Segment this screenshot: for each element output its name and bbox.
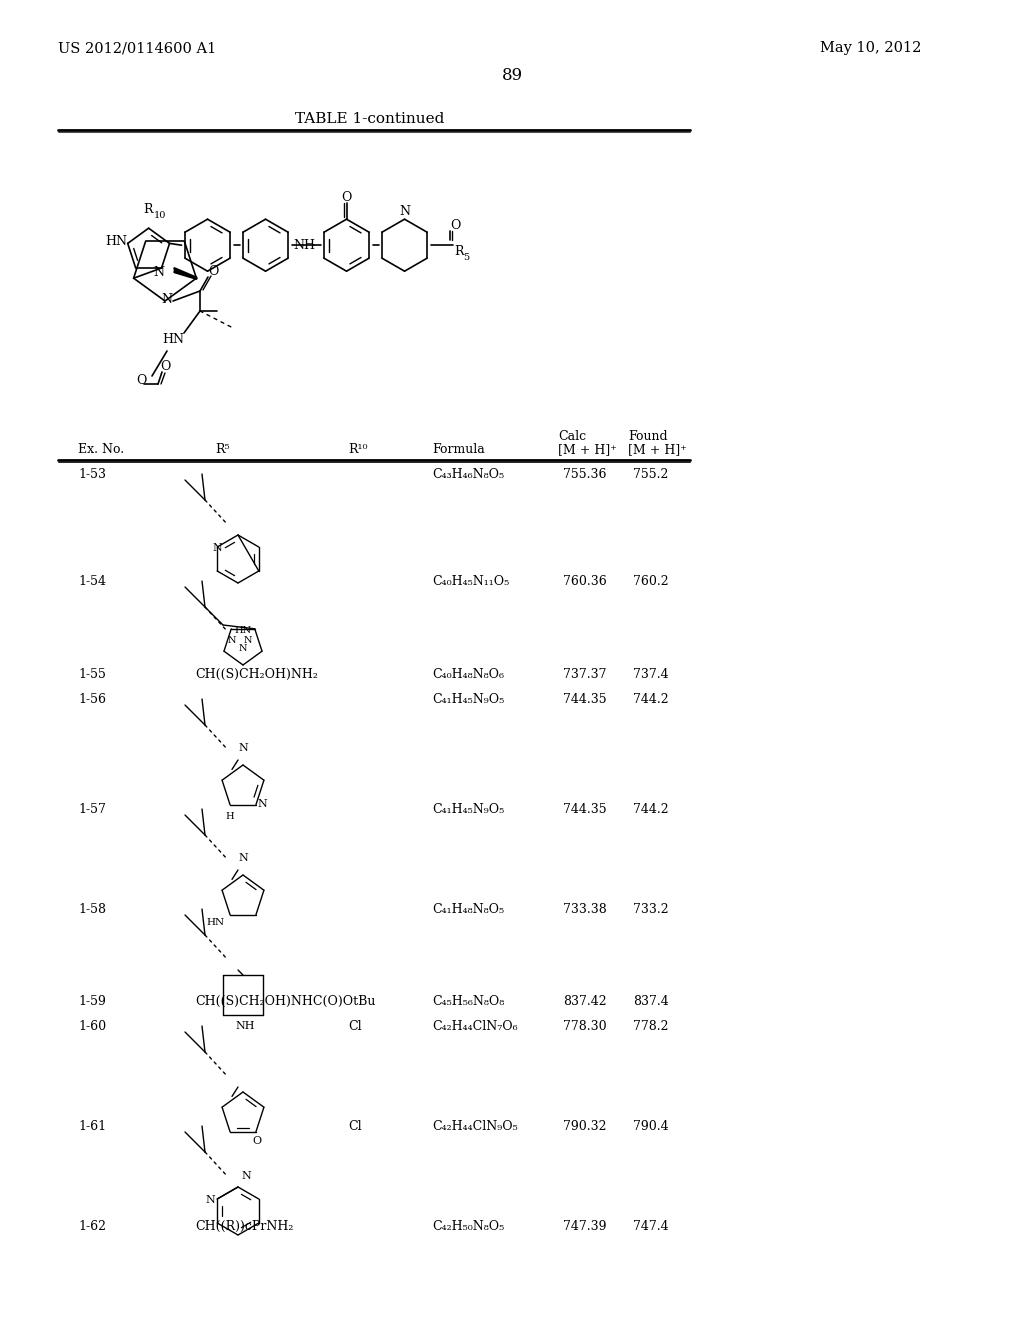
Text: C₄₅H₅₆N₈O₈: C₄₅H₅₆N₈O₈: [432, 995, 504, 1008]
Text: NH: NH: [234, 1020, 255, 1031]
Text: 733.2: 733.2: [633, 903, 669, 916]
Text: HN: HN: [162, 333, 184, 346]
Text: 747.39: 747.39: [563, 1220, 606, 1233]
Text: Ex. No.: Ex. No.: [78, 444, 124, 455]
Text: 1-55: 1-55: [78, 668, 105, 681]
Text: 1-56: 1-56: [78, 693, 106, 706]
Text: N: N: [241, 1171, 251, 1181]
Text: 790.32: 790.32: [563, 1119, 606, 1133]
Text: C₄₀H₄₅N₁₁O₅: C₄₀H₄₅N₁₁O₅: [432, 576, 509, 587]
Text: C₄₁H₄₅N₉O₅: C₄₁H₄₅N₉O₅: [432, 803, 504, 816]
Text: 1-62: 1-62: [78, 1220, 106, 1233]
Text: 10: 10: [154, 211, 166, 220]
Text: HN: HN: [234, 626, 252, 635]
Text: O: O: [451, 219, 461, 232]
Text: 1-60: 1-60: [78, 1020, 106, 1034]
Text: [M + H]⁺: [M + H]⁺: [558, 444, 616, 455]
Text: 760.36: 760.36: [563, 576, 607, 587]
Text: May 10, 2012: May 10, 2012: [820, 41, 922, 55]
Text: 5: 5: [464, 253, 470, 263]
Text: 737.37: 737.37: [563, 668, 606, 681]
Text: N: N: [239, 644, 248, 653]
Text: 790.4: 790.4: [633, 1119, 669, 1133]
Text: C₄₂H₄₄ClN₉O₅: C₄₂H₄₄ClN₉O₅: [432, 1119, 518, 1133]
Text: Calc: Calc: [558, 430, 586, 444]
Text: H: H: [225, 812, 233, 821]
Text: C₄₃H₄₆N₈O₅: C₄₃H₄₆N₈O₅: [432, 469, 504, 480]
Text: O: O: [252, 1135, 261, 1146]
Text: CH((R))cPrNH₂: CH((R))cPrNH₂: [195, 1220, 293, 1233]
Text: CH((S)CH₂OH)NH₂: CH((S)CH₂OH)NH₂: [195, 668, 317, 681]
Text: HN: HN: [206, 917, 224, 927]
Text: 733.38: 733.38: [563, 903, 607, 916]
Text: Formula: Formula: [432, 444, 484, 455]
Text: C₄₁H₄₅N₉O₅: C₄₁H₄₅N₉O₅: [432, 693, 504, 706]
Text: 744.2: 744.2: [633, 803, 669, 816]
Text: N: N: [244, 636, 253, 645]
Text: 837.42: 837.42: [563, 995, 606, 1008]
Text: TABLE 1-continued: TABLE 1-continued: [295, 112, 444, 125]
Text: O: O: [160, 360, 170, 374]
Text: 1-61: 1-61: [78, 1119, 106, 1133]
Text: 747.4: 747.4: [633, 1220, 669, 1233]
Text: [M + H]⁺: [M + H]⁺: [628, 444, 687, 455]
Text: N: N: [228, 636, 237, 645]
Text: Found: Found: [628, 430, 668, 444]
Text: N: N: [205, 1195, 215, 1205]
Text: R⁵: R⁵: [215, 444, 229, 455]
Text: 1-53: 1-53: [78, 469, 106, 480]
Text: N: N: [399, 205, 411, 218]
Text: 744.35: 744.35: [563, 693, 606, 706]
Text: US 2012/0114600 A1: US 2012/0114600 A1: [58, 41, 216, 55]
Text: C₄₁H₄₈N₈O₅: C₄₁H₄₈N₈O₅: [432, 903, 504, 916]
Text: 1-59: 1-59: [78, 995, 105, 1008]
Text: R: R: [455, 246, 464, 259]
Text: O: O: [208, 265, 218, 279]
Text: 837.4: 837.4: [633, 995, 669, 1008]
Text: 737.4: 737.4: [633, 668, 669, 681]
Text: 755.36: 755.36: [563, 469, 606, 480]
Text: 1-58: 1-58: [78, 903, 106, 916]
Text: CH((S)CH₂OH)NHC(O)OtBu: CH((S)CH₂OH)NHC(O)OtBu: [195, 995, 376, 1008]
Text: Cl: Cl: [348, 1119, 361, 1133]
Text: N: N: [258, 799, 267, 809]
Text: C₄₂H₄₄ClN₇O₆: C₄₂H₄₄ClN₇O₆: [432, 1020, 517, 1034]
Text: 744.2: 744.2: [633, 693, 669, 706]
Text: 760.2: 760.2: [633, 576, 669, 587]
Text: N: N: [212, 543, 222, 553]
Text: N: N: [154, 267, 165, 279]
Text: Cl: Cl: [348, 1020, 361, 1034]
Text: R: R: [143, 203, 154, 216]
Text: NH: NH: [294, 239, 315, 252]
Text: 89: 89: [502, 67, 522, 84]
Text: 778.2: 778.2: [633, 1020, 669, 1034]
Text: 778.30: 778.30: [563, 1020, 606, 1034]
Text: O: O: [136, 374, 146, 387]
Text: O: O: [342, 191, 352, 205]
Text: C₄₂H₅₀N₈O₅: C₄₂H₅₀N₈O₅: [432, 1220, 504, 1233]
Text: 755.2: 755.2: [633, 469, 669, 480]
Text: N: N: [238, 743, 248, 752]
Text: N: N: [161, 293, 172, 306]
Text: C₄₀H₄₈N₈O₆: C₄₀H₄₈N₈O₆: [432, 668, 504, 681]
Text: R¹⁰: R¹⁰: [348, 444, 368, 455]
Text: 1-54: 1-54: [78, 576, 106, 587]
Text: 744.35: 744.35: [563, 803, 606, 816]
Text: 1-57: 1-57: [78, 803, 105, 816]
Text: N: N: [238, 853, 248, 863]
Text: HN: HN: [105, 235, 128, 248]
